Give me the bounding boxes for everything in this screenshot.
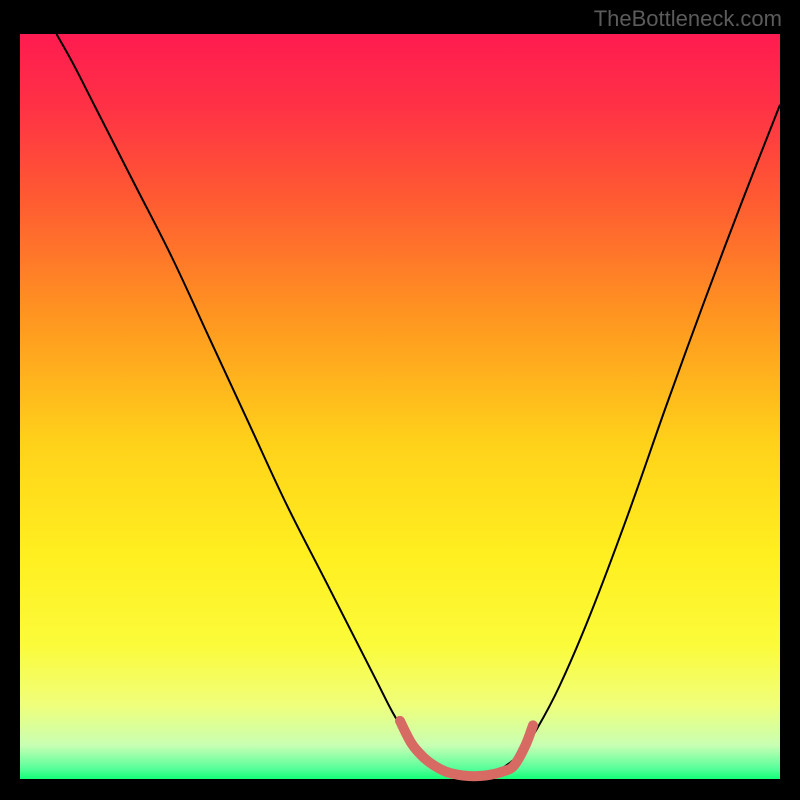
plot-background (20, 34, 780, 779)
chart-stage: TheBottleneck.com (0, 0, 800, 800)
watermark-text: TheBottleneck.com (594, 6, 782, 32)
